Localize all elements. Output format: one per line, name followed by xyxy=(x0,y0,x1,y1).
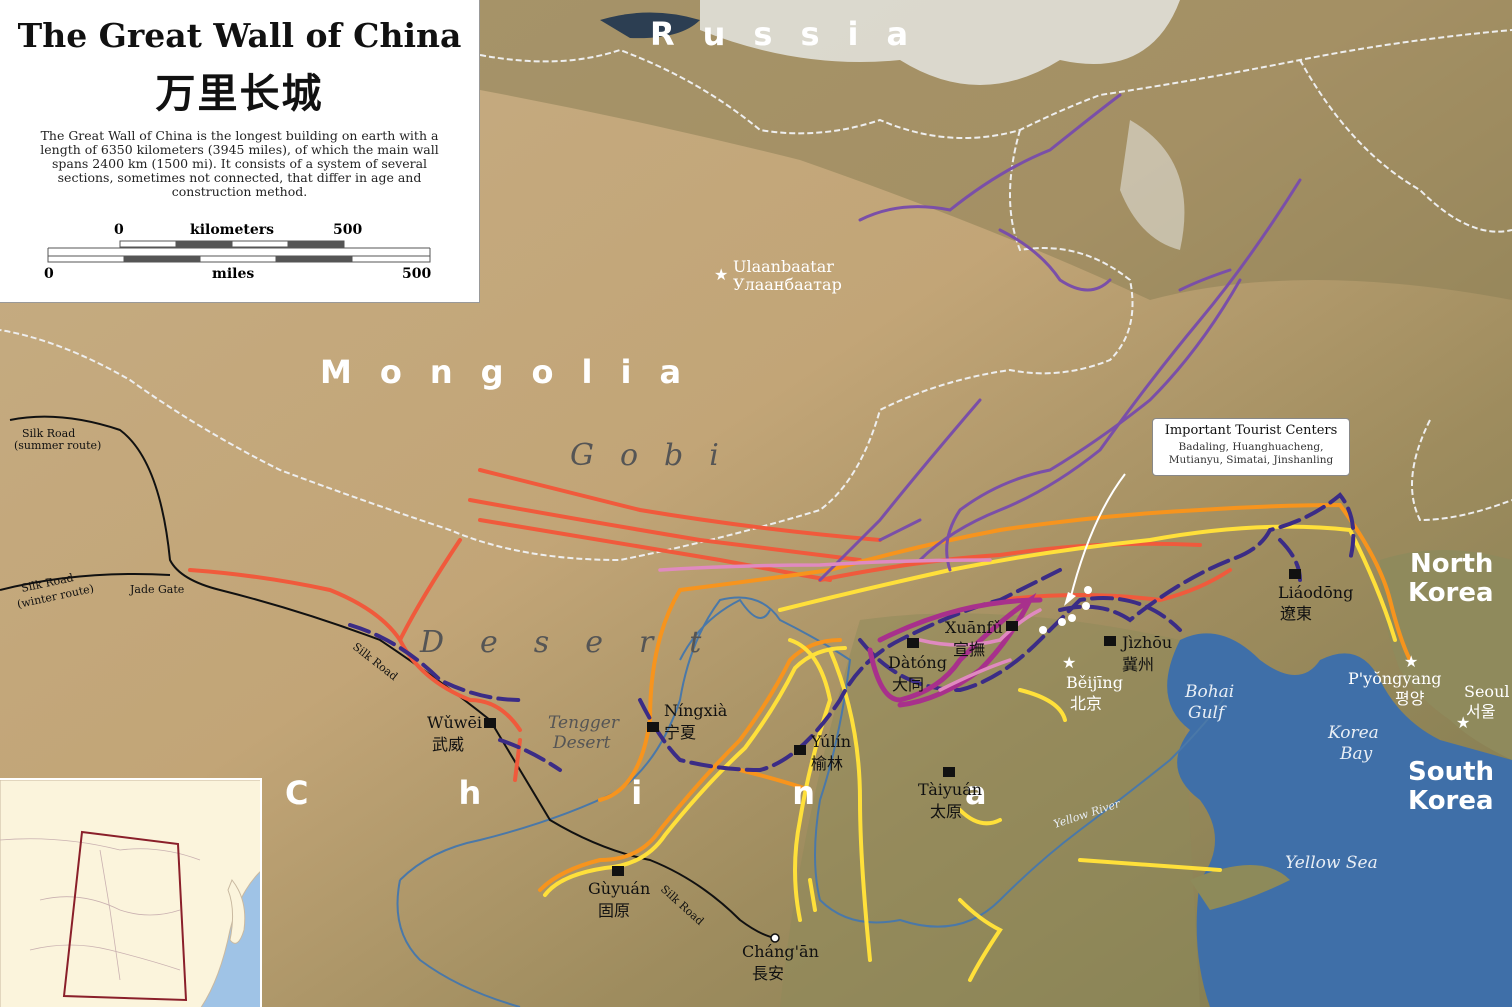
label-datong: Dàtóng xyxy=(888,653,947,672)
label-south-korea-2: Korea xyxy=(1408,786,1494,816)
inset-japan xyxy=(227,879,246,944)
svg-text:★: ★ xyxy=(1062,653,1076,672)
svg-text:★: ★ xyxy=(714,265,728,284)
label-jade-gate: Jade Gate xyxy=(129,583,184,596)
svg-text:★: ★ xyxy=(1404,652,1418,671)
scale-km-label: kilometers xyxy=(190,222,274,238)
map-title-chinese: 万里长城 xyxy=(155,71,324,117)
label-tengger-1: Tengger xyxy=(548,713,620,733)
label-seoul-kr: 서울 xyxy=(1466,702,1495,721)
locator-inset-map xyxy=(0,778,262,1007)
inset-borders xyxy=(0,838,201,981)
label-taiyuan-cn: 太原 xyxy=(930,802,962,821)
snow-patch xyxy=(1120,120,1185,250)
tourist-line-1: Badaling, Huanghuacheng, xyxy=(1178,441,1324,453)
label-datong-cn: 大同 xyxy=(892,675,924,694)
inset-land xyxy=(0,780,260,1007)
label-gobi: Gobi xyxy=(570,438,745,473)
scale-bar: 0 kilometers 500 0 miles 500 xyxy=(44,222,431,282)
label-pyongyang: P'yŏngyang xyxy=(1348,669,1442,688)
label-yellow-sea: Yellow Sea xyxy=(1285,853,1378,873)
label-jizhou-cn: 冀州 xyxy=(1122,655,1154,674)
tourist-centers xyxy=(1039,473,1126,634)
shandong-peninsula xyxy=(1190,865,1290,910)
label-xuanfu: Xuānfǔ xyxy=(945,618,1003,637)
scale-mi-label: miles xyxy=(212,266,254,282)
lake xyxy=(600,12,700,39)
inset-extent-box xyxy=(62,830,188,1002)
label-xuanfu-cn: 宣撫 xyxy=(953,640,985,659)
star-icons: ★ ★ ★ ★ xyxy=(714,265,1470,732)
tourist-list: Badaling, Huanghuacheng, Mutianyu, Simat… xyxy=(1153,441,1349,467)
map-description: The Great Wall of China is the longest b… xyxy=(40,128,439,199)
scale-mi-end: 500 xyxy=(402,266,431,282)
label-yulin: Yúlín xyxy=(810,732,851,751)
label-ningxia-cn: 宁夏 xyxy=(664,723,696,742)
tourist-centers-callout: Important Tourist Centers Badaling, Huan… xyxy=(1152,418,1350,476)
label-mongolia: Mongolia xyxy=(320,353,709,391)
mi-bar xyxy=(47,255,431,263)
label-wuwei: Wǔwēi xyxy=(427,713,482,732)
label-wuwei-cn: 武威 xyxy=(432,735,464,754)
map-title: The Great Wall of China xyxy=(17,16,462,55)
scale-km-start: 0 xyxy=(114,222,124,238)
label-taiyuan: Tàiyuán xyxy=(918,780,982,799)
great-wall-sections xyxy=(188,93,1412,982)
label-north-korea-2: Korea xyxy=(1408,578,1494,608)
label-korea-bay-2: Bay xyxy=(1339,744,1373,764)
label-yulin-cn: 榆林 xyxy=(811,754,843,773)
label-desert: Desert xyxy=(419,625,737,660)
national-borders xyxy=(0,29,1512,562)
label-korea-bay-1: Korea xyxy=(1327,723,1379,743)
tourist-pointer xyxy=(1069,473,1126,601)
label-changan-cn: 長安 xyxy=(752,964,784,983)
changan-dot xyxy=(770,933,780,943)
scale-mi-start: 0 xyxy=(44,266,54,282)
fortress-icons xyxy=(484,569,1301,876)
label-bohai-2: Gulf xyxy=(1188,703,1227,723)
label-seoul: Seoul xyxy=(1464,682,1509,701)
bohai-sea xyxy=(1167,633,1512,1007)
label-russia: Russia xyxy=(650,15,936,53)
label-guyuan-cn: 固原 xyxy=(598,901,630,920)
label-changan: Cháng'ān xyxy=(742,942,819,961)
label-pyongyang-kr: 평양 xyxy=(1395,689,1425,708)
label-south-korea-1: South xyxy=(1408,757,1494,787)
tourist-line-2: Mutianyu, Simatai, Jinshanling xyxy=(1168,454,1334,466)
km-bar xyxy=(47,240,431,262)
label-tengger-2: Desert xyxy=(552,733,611,753)
label-liaodong-cn: 遼東 xyxy=(1280,604,1312,623)
label-china: China xyxy=(285,774,1137,812)
scale-km-end: 500 xyxy=(333,222,362,238)
label-jizhou: Jìzhōu xyxy=(1120,633,1172,652)
tourist-title: Important Tourist Centers xyxy=(1164,423,1338,438)
inset-svg xyxy=(0,780,260,1007)
northern-steppe xyxy=(480,0,1512,300)
label-ulaanbaatar: Ulaanbaatar xyxy=(733,257,834,276)
title-panel: The Great Wall of China 万里长城 The Great W… xyxy=(0,0,480,303)
snow-patch xyxy=(700,0,1180,85)
label-beijing-cn: 北京 xyxy=(1070,694,1102,713)
label-bohai-1: Bohai xyxy=(1184,682,1234,702)
svg-text:★: ★ xyxy=(1456,713,1470,732)
label-ulaanbaatar-cyr: Улаанбаатар xyxy=(733,275,842,294)
green-plain xyxy=(780,613,1200,1007)
label-north-korea-1: North xyxy=(1410,549,1493,579)
label-silk-summer-2: (summer route) xyxy=(14,439,101,452)
label-liaodong: Liáodōng xyxy=(1278,583,1353,602)
label-ningxia: Níngxià xyxy=(664,701,728,720)
label-beijing: Běijīng xyxy=(1066,673,1123,692)
label-silk-summer-1: Silk Road xyxy=(22,427,75,440)
label-guyuan: Gùyuán xyxy=(588,879,650,898)
korean-peninsula xyxy=(1380,550,1512,760)
